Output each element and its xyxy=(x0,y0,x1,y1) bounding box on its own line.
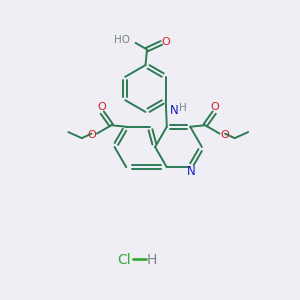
Text: H: H xyxy=(146,253,157,266)
Text: N: N xyxy=(186,165,195,178)
Text: O: O xyxy=(87,130,96,140)
Text: O: O xyxy=(220,130,230,140)
Text: O: O xyxy=(97,102,106,112)
Text: N: N xyxy=(170,104,179,117)
Text: HO: HO xyxy=(114,35,130,45)
Text: O: O xyxy=(210,102,219,112)
Text: H: H xyxy=(179,103,187,113)
Text: Cl: Cl xyxy=(118,253,131,266)
Text: O: O xyxy=(162,37,171,47)
